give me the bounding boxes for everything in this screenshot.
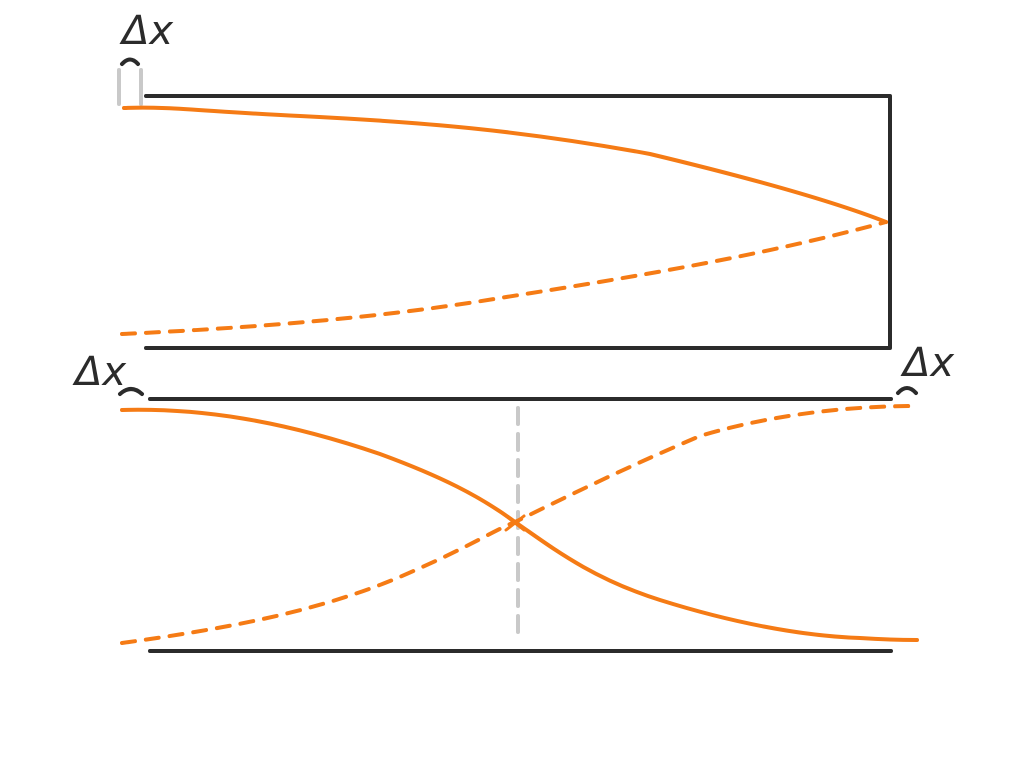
- bottom-right-delta-arc: [896, 386, 918, 395]
- top-delta-arc: [120, 57, 140, 66]
- bottom-panel: [118, 386, 919, 653]
- top-solid-curve: [122, 105, 888, 224]
- bottom-left-delta-x-label: Δx: [72, 349, 126, 395]
- bottom-right-delta-x-label: Δx: [900, 340, 954, 386]
- top-delta-x-label: Δx: [119, 8, 173, 54]
- bottom-left-delta-arc: [118, 387, 144, 396]
- crossing-mark: [504, 514, 526, 532]
- top-box-outline: [144, 94, 892, 350]
- bottom-solid-curve: [120, 407, 919, 642]
- top-panel: [117, 57, 892, 350]
- top-dashed-curve: [120, 220, 888, 336]
